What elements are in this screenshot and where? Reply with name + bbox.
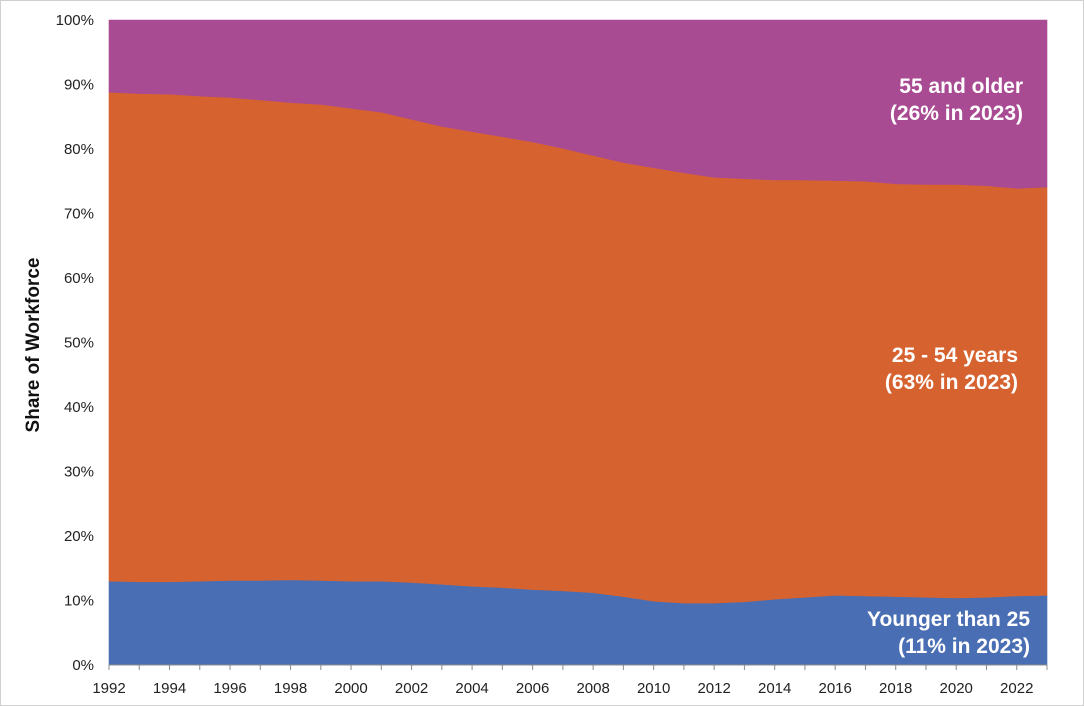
y-axis-tick-labels: 0% 10% 20% 30% 40% 50% 60% 70% 80% 90% 100% (56, 12, 94, 674)
x-tick-label: 1996 (213, 680, 246, 697)
y-tick-label: 20% (64, 528, 94, 545)
x-tick-label: 2020 (940, 680, 973, 697)
annotation-middle-title: 25 - 54 years (892, 344, 1018, 367)
y-tick-label: 50% (64, 335, 94, 352)
annotation-young-share: (11% in 2023) (898, 635, 1030, 658)
x-tick-label: 2016 (819, 680, 852, 697)
y-tick-label: 10% (64, 593, 94, 610)
annotation-young-title: Younger than 25 (867, 608, 1030, 631)
annotation-older-share: (26% in 2023) (890, 102, 1023, 125)
x-tick-label: 2006 (516, 680, 549, 697)
y-tick-label: 60% (64, 270, 94, 287)
y-tick-label: 90% (64, 77, 94, 94)
x-tick-label: 1992 (92, 680, 125, 697)
y-tick-label: 80% (64, 141, 94, 158)
area-series-2 (108, 19, 1048, 189)
x-tick-label: 2002 (395, 680, 428, 697)
area-layers (108, 19, 1048, 666)
y-axis-label: Share of Workforce (23, 258, 44, 433)
x-tick-label: 2004 (455, 680, 488, 697)
x-tick-label: 1998 (274, 680, 307, 697)
x-tick-label: 2022 (1000, 680, 1033, 697)
y-tick-label: 70% (64, 206, 94, 223)
x-axis-tick-labels: 1992 1994 1996 1998 2000 2002 2004 2006 2008 2010… (92, 665, 1048, 697)
y-tick-label: 100% (56, 12, 94, 29)
x-tick-label: 2012 (697, 680, 730, 697)
annotation-middle-share: (63% in 2023) (885, 371, 1018, 394)
y-tick-label: 30% (64, 464, 94, 481)
y-tick-label: 40% (64, 399, 94, 416)
x-tick-label: 2014 (758, 680, 791, 697)
x-tick-label: 2018 (879, 680, 912, 697)
x-tick-label: 2008 (576, 680, 609, 697)
x-tick-label: 2000 (334, 680, 367, 697)
x-tick-label: 1994 (153, 680, 186, 697)
annotation-older-title: 55 and older (899, 75, 1023, 98)
x-tick-label: 2010 (637, 680, 670, 697)
y-tick-label: 0% (72, 657, 94, 674)
